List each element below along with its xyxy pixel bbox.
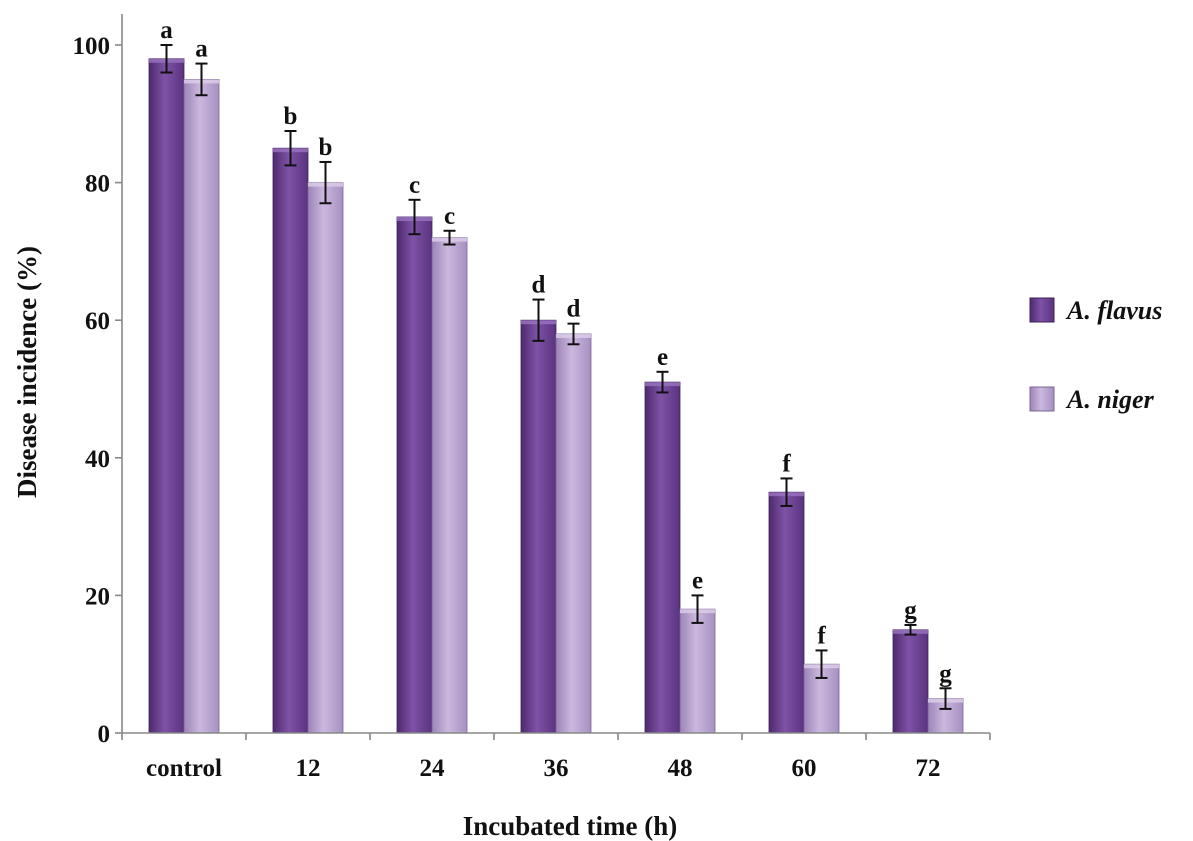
x-tick-label: 12 xyxy=(296,755,321,782)
bar-flavus xyxy=(148,58,185,734)
error-bars-layer xyxy=(160,44,952,710)
x-tick-label: 36 xyxy=(544,755,569,782)
significance-letter: c xyxy=(444,203,455,230)
significance-letter: d xyxy=(567,296,581,323)
x-tick-label: 48 xyxy=(668,755,693,782)
x-axis-title: Incubated time (h) xyxy=(463,811,678,841)
significance-letter: d xyxy=(532,272,546,299)
significance-letter: e xyxy=(692,567,703,594)
significance-letter: c xyxy=(409,172,420,199)
x-tick-label: 60 xyxy=(792,755,817,782)
significance-letter: b xyxy=(319,134,333,161)
x-tick-label: control xyxy=(146,755,222,782)
significance-letter: b xyxy=(284,103,298,130)
y-tick-label: 100 xyxy=(73,33,111,60)
bar-niger xyxy=(183,79,220,734)
significance-letter: g xyxy=(939,660,952,687)
bar-flavus xyxy=(644,381,681,734)
significance-letter: a xyxy=(195,36,208,63)
y-tick-label: 0 xyxy=(98,721,111,748)
axes xyxy=(121,14,990,734)
bar-niger xyxy=(307,182,344,734)
bar-flavus xyxy=(520,319,557,734)
y-tick-label: 60 xyxy=(85,308,110,335)
significance-letters-layer: aa bb cc dd e e f f g g xyxy=(160,17,952,687)
x-tick-label: 72 xyxy=(916,755,941,782)
bars-layer xyxy=(148,58,964,734)
significance-letter: f xyxy=(817,622,826,649)
y-ticks: 0 20 40 60 80 100 xyxy=(73,33,122,748)
y-axis-title: Disease incidence (%) xyxy=(12,246,42,498)
x-ticks: control 12 24 36 48 60 72 xyxy=(121,733,991,782)
legend-label-niger: A. niger xyxy=(1065,385,1155,414)
y-tick-label: 40 xyxy=(85,446,110,473)
y-tick-label: 20 xyxy=(85,583,110,610)
x-tick-label: 24 xyxy=(420,755,446,782)
bar-flavus xyxy=(272,147,309,734)
bar-niger xyxy=(555,333,592,734)
legend: A. flavus A. niger xyxy=(1029,296,1162,414)
significance-letter: g xyxy=(904,597,917,624)
significance-letter: a xyxy=(160,17,173,44)
significance-letter: f xyxy=(782,450,791,477)
bar-flavus xyxy=(396,216,433,734)
legend-swatch-flavus xyxy=(1029,297,1055,323)
legend-item-niger: A. niger xyxy=(1029,385,1155,414)
legend-label-flavus: A. flavus xyxy=(1065,296,1162,325)
bar-niger xyxy=(431,237,468,734)
y-tick-label: 80 xyxy=(85,171,110,198)
bar-flavus xyxy=(892,629,929,734)
significance-letter: e xyxy=(657,344,668,371)
bar-flavus xyxy=(768,491,805,734)
legend-item-flavus: A. flavus xyxy=(1029,296,1162,325)
bar-niger xyxy=(679,608,716,734)
legend-swatch-niger xyxy=(1029,386,1055,412)
